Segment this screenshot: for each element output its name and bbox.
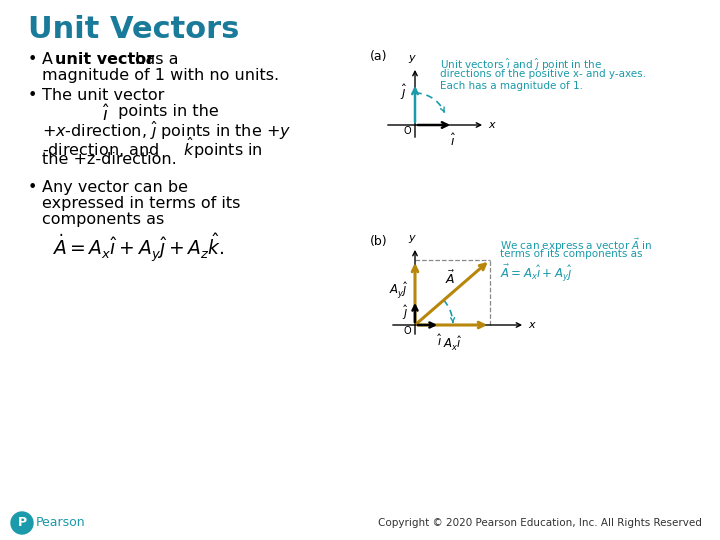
Text: components as: components as [42,212,164,227]
Text: y: y [409,53,415,63]
Text: $\hat{\imath}$: $\hat{\imath}$ [102,104,109,125]
Text: unit vector: unit vector [55,52,154,67]
Text: $\hat{\jmath}$: $\hat{\jmath}$ [400,83,407,102]
Text: +$x$-direction, $\hat{\jmath}$ points in the +$y$: +$x$-direction, $\hat{\jmath}$ points in… [42,120,291,142]
Text: -direction, and     $\hat{k}$points in: -direction, and $\hat{k}$points in [42,136,263,161]
Text: •: • [28,52,37,67]
Text: •: • [28,88,37,103]
Text: $A_x\hat{\imath}$: $A_x\hat{\imath}$ [443,335,462,353]
Text: •: • [28,180,37,195]
Text: O: O [403,326,411,336]
Text: directions of the positive x- and y-axes.: directions of the positive x- and y-axes… [440,69,646,79]
Text: x: x [528,320,535,330]
Text: the +z-direction.: the +z-direction. [42,152,176,167]
Text: $\vec{A}$: $\vec{A}$ [446,269,456,287]
Text: Pearson: Pearson [36,516,86,530]
Text: The unit vector: The unit vector [42,88,164,103]
Circle shape [11,512,33,534]
Text: Any vector can be: Any vector can be [42,180,188,195]
Text: $\hat{\imath}$: $\hat{\imath}$ [437,333,443,349]
Text: Copyright © 2020 Pearson Education, Inc. All Rights Reserved: Copyright © 2020 Pearson Education, Inc.… [378,518,702,528]
Text: has a: has a [130,52,179,67]
Text: $A_y\hat{\jmath}$: $A_y\hat{\jmath}$ [389,280,408,300]
Text: $\hat{\jmath}$: $\hat{\jmath}$ [402,303,409,322]
Text: P: P [17,516,27,530]
Text: Unit Vectors: Unit Vectors [28,15,239,44]
Text: O: O [403,126,411,136]
Text: y: y [409,233,415,243]
Text: points in the: points in the [113,104,219,119]
Text: terms of its components as: terms of its components as [500,249,642,259]
Text: (a): (a) [370,50,387,63]
Text: (b): (b) [370,235,387,248]
Text: $\dot{A} = A_x\hat{\imath} + A_y\hat{\jmath} + A_z\hat{k}.$: $\dot{A} = A_x\hat{\imath} + A_y\hat{\jm… [52,232,225,265]
Text: A: A [42,52,58,67]
Text: We can express a vector $\vec{A}$ in: We can express a vector $\vec{A}$ in [500,237,652,254]
Text: $\vec{A} = A_x\hat{\imath} + A_y\hat{\jmath}$: $\vec{A} = A_x\hat{\imath} + A_y\hat{\jm… [500,263,572,284]
Text: Each has a magnitude of 1.: Each has a magnitude of 1. [440,81,583,91]
Text: Unit vectors $\hat{\imath}$ and $\hat{\jmath}$ point in the: Unit vectors $\hat{\imath}$ and $\hat{\j… [440,57,602,73]
Text: x: x [488,120,495,130]
Text: magnitude of 1 with no units.: magnitude of 1 with no units. [42,68,279,83]
Text: expressed in terms of its: expressed in terms of its [42,196,240,211]
Text: $\hat{\imath}$: $\hat{\imath}$ [450,133,456,149]
